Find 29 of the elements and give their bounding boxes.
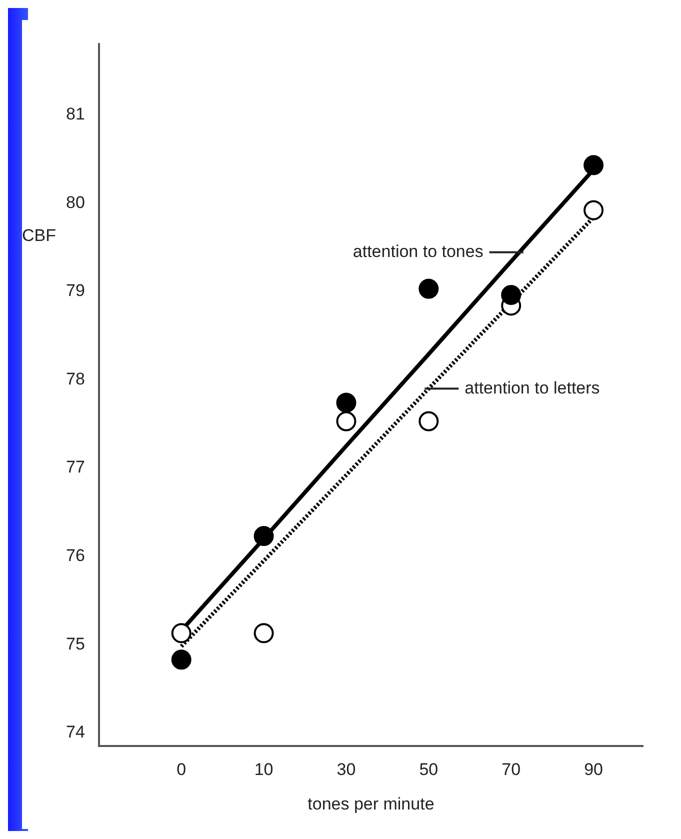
y-tick-label: 81 [66, 104, 85, 124]
point [254, 526, 274, 546]
y-axis-title: CBF [22, 226, 56, 246]
x-axis-title: tones per minute [308, 794, 434, 814]
y-tick-label: 79 [66, 281, 85, 300]
point [336, 411, 356, 432]
point [254, 623, 274, 644]
point [171, 623, 192, 644]
y-tick-label: 74 [66, 722, 85, 742]
y-tick-label: 80 [66, 192, 85, 212]
x-tick-label: 90 [584, 760, 603, 780]
point [501, 284, 522, 305]
point [336, 392, 356, 413]
series-label: attention to tones [352, 242, 484, 261]
point [584, 200, 604, 220]
y-tick-label: 77 [66, 458, 85, 477]
x-tick-label: 10 [254, 760, 274, 780]
x-tick-label: 30 [336, 760, 356, 780]
x-tick-label: 70 [502, 760, 521, 780]
x-tick-label: 50 [419, 760, 438, 780]
y-tick-label: 75 [66, 634, 85, 654]
series-label: attention to letters [464, 378, 600, 398]
x-tick-label: 0 [176, 760, 186, 780]
point [171, 650, 192, 670]
y-tick-label: 78 [66, 369, 85, 388]
point [418, 411, 439, 432]
y-tick-label: 76 [66, 546, 85, 566]
point [584, 155, 604, 176]
point [418, 278, 439, 299]
